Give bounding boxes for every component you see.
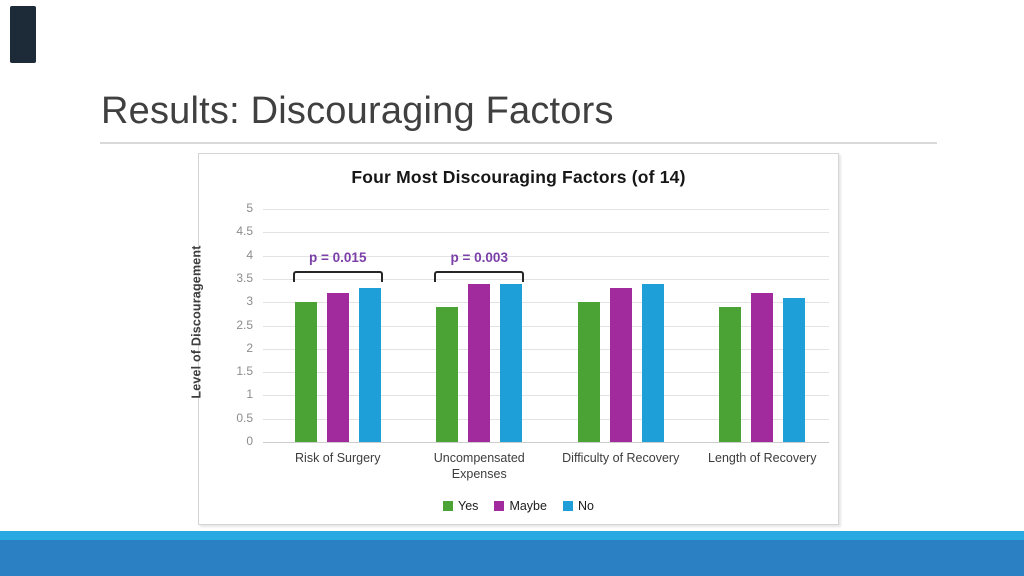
gridline <box>263 325 829 327</box>
bar-yes <box>436 306 459 442</box>
bar-group <box>436 283 523 442</box>
y-tick-label: 3 <box>246 294 253 309</box>
chart-panel: Four Most Discouraging Factors (of 14) L… <box>190 153 839 525</box>
gridline <box>263 372 829 374</box>
bar-maybe <box>609 288 632 442</box>
category-label: Uncompensated Expenses <box>433 451 525 482</box>
y-tick-label: 4.5 <box>236 224 253 239</box>
bar-no <box>641 283 664 442</box>
legend-swatch-icon <box>443 501 454 511</box>
gridline <box>263 302 829 304</box>
legend-label: Maybe <box>509 499 547 513</box>
gridline <box>263 442 829 443</box>
legend: Yes Maybe No <box>199 499 838 513</box>
legend-item-maybe: Maybe <box>494 499 547 513</box>
gridline <box>263 418 829 420</box>
bar-group <box>577 283 664 442</box>
footer-band <box>0 540 1024 576</box>
bar-maybe <box>326 292 349 442</box>
gridline <box>263 255 829 257</box>
bar-yes <box>719 306 742 442</box>
chart-title: Four Most Discouraging Factors (of 14) <box>351 167 686 187</box>
bar-group <box>294 288 381 442</box>
y-tick-label: 2 <box>246 340 253 355</box>
footer-accent-strip <box>0 531 1024 540</box>
gridline <box>263 395 829 397</box>
plot-area <box>263 209 829 443</box>
gridline <box>263 278 829 280</box>
category-label: Length of Recovery <box>708 451 817 465</box>
y-tick-label: 1.5 <box>236 364 253 379</box>
legend-label: Yes <box>458 499 479 513</box>
bar-no <box>358 288 381 442</box>
significance-bracket <box>292 270 383 282</box>
title-underline <box>100 142 937 144</box>
y-axis-title: Level of Discouragement <box>189 245 204 399</box>
y-tick-label: 0.5 <box>236 410 253 425</box>
legend-swatch-icon <box>494 501 505 511</box>
bar-maybe <box>751 292 774 442</box>
bar-maybe <box>468 283 491 442</box>
bar-yes <box>577 302 600 442</box>
y-tick-label: 1 <box>246 387 253 402</box>
bar-no <box>783 297 806 442</box>
significance-bracket <box>434 270 525 282</box>
bar-no <box>500 283 523 442</box>
y-tick-label: 5 <box>246 201 253 215</box>
category-label: Difficulty of Recovery <box>562 451 680 465</box>
p-value-label: p = 0.003 <box>450 249 508 265</box>
y-tick-label: 0 <box>246 434 253 448</box>
slide-accent-rect <box>10 6 36 63</box>
legend-label: No <box>577 499 594 513</box>
p-value-label: p = 0.015 <box>309 249 367 265</box>
bar-yes <box>294 302 317 442</box>
legend-item-yes: Yes <box>443 499 478 513</box>
legend-swatch-icon <box>562 501 573 511</box>
gridline <box>263 232 829 234</box>
gridline <box>263 209 829 210</box>
gridline <box>263 348 829 350</box>
y-tick-label: 2.5 <box>236 317 253 332</box>
bar-group <box>719 292 806 442</box>
y-tick-label: 4 <box>246 247 253 262</box>
legend-item-no: No <box>562 499 594 513</box>
y-tick-label: 3.5 <box>236 270 253 285</box>
slide-title: Results: Discouraging Factors <box>101 90 614 132</box>
category-label: Risk of Surgery <box>295 451 381 465</box>
